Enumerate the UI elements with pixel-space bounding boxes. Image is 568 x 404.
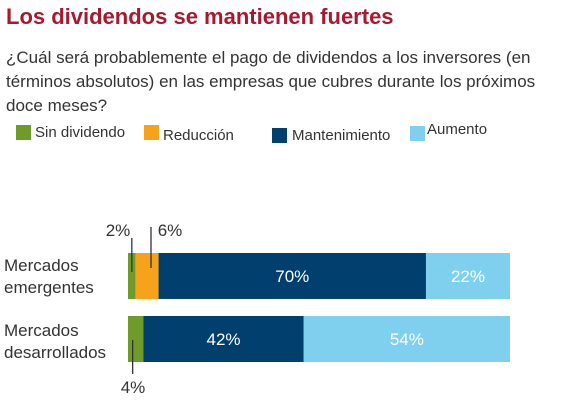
data-label-0-1: 6% (158, 221, 183, 240)
legend-swatch-mantenimiento (272, 128, 287, 143)
data-label-0-0: 2% (106, 221, 131, 240)
category-label-0-line-1: Mercados (4, 256, 79, 275)
category-label-0: Mercados emergentes (4, 255, 94, 299)
category-label-1-line-2: desarrollados (4, 343, 107, 362)
category-label-0-line-2: emergentes (4, 278, 94, 297)
legend-swatch-reduccion (144, 125, 159, 140)
legend-label-aumento: Aumento (427, 121, 488, 138)
bar-segment-1-2 (143, 316, 304, 362)
bar-segment-1-0 (128, 316, 144, 362)
bar-segment-0-2 (158, 253, 426, 299)
legend-swatch-sin-dividendo (16, 125, 31, 140)
bar-segment-1-3 (303, 316, 510, 362)
data-label-0-2: 70% (275, 267, 309, 286)
legend-label-sin-dividendo: Sin dividendo (35, 124, 126, 141)
chart-title: Los dividendos se mantienen fuertes (6, 4, 394, 29)
data-label-0-3: 22% (451, 267, 485, 286)
data-label-1-3: 54% (390, 330, 424, 349)
legend-swatch-aumento (410, 126, 425, 141)
data-label-1-0: 4% (121, 378, 146, 397)
category-label-1-line-1: Mercados (4, 321, 79, 340)
legend-label-mantenimiento: Mantenimiento (292, 127, 391, 144)
category-label-1: Mercados desarrollados (4, 320, 106, 364)
bar-segment-0-3 (425, 253, 510, 299)
data-label-1-2: 42% (206, 330, 240, 349)
chart-subtitle: ¿Cuál será probablemente el pago de divi… (6, 48, 536, 115)
bar-segment-0-1 (135, 253, 159, 299)
legend-label-reduccion: Reducción (163, 127, 234, 144)
bar-segment-0-0 (128, 253, 136, 299)
